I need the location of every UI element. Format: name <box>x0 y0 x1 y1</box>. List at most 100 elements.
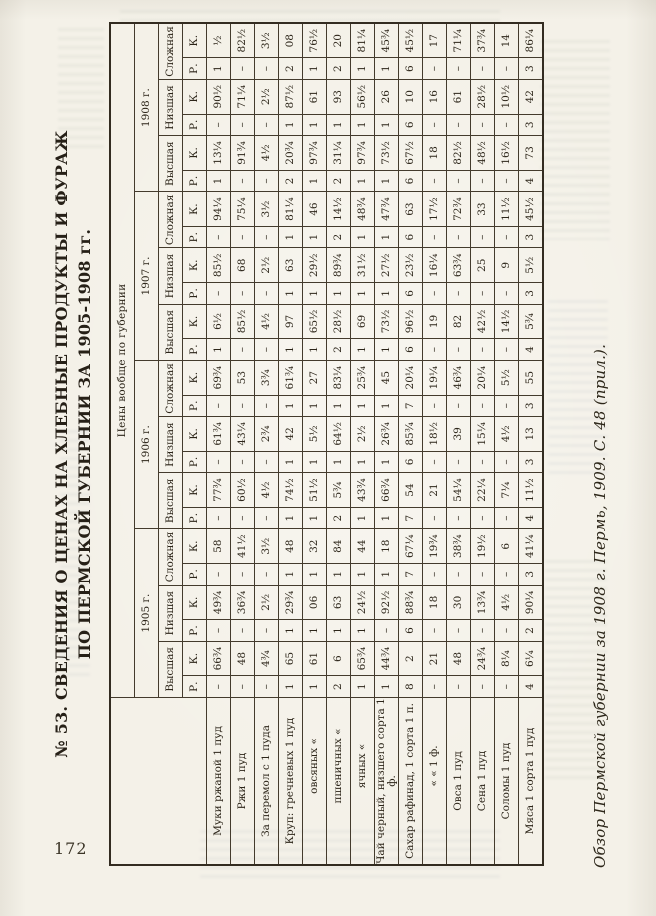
price-cell: 58 <box>206 528 231 564</box>
price-cell: 1 <box>302 338 327 361</box>
price-cell: – <box>374 619 399 642</box>
kop-header: К. <box>182 416 207 452</box>
price-cell: 3 <box>518 563 543 586</box>
price-cell: 08 <box>278 23 303 58</box>
price-cell: 21 <box>422 472 447 508</box>
price-cell: 54 <box>398 472 423 508</box>
price-cell: 18 <box>422 585 447 620</box>
price-cell: 1 <box>374 395 399 417</box>
year-header: 1908 г. <box>134 23 159 192</box>
price-cell: 91¾ <box>230 135 255 171</box>
price-cell: – <box>206 451 231 473</box>
price-cell: 9 <box>494 247 519 283</box>
price-cell: – <box>254 338 279 361</box>
price-cell: 69¾ <box>206 360 231 396</box>
price-cell: – <box>494 114 519 136</box>
row-label: Соломы 1 пуд <box>494 697 519 865</box>
price-cell: 31½ <box>350 247 375 283</box>
price-cell: – <box>470 451 495 473</box>
rub-header: Р. <box>182 226 207 248</box>
price-cell: 39 <box>446 416 471 452</box>
price-cell: 1 <box>350 563 375 586</box>
price-cell: 48 <box>278 528 303 564</box>
price-cell: 1 <box>326 563 351 586</box>
price-cell: 19 <box>422 304 447 339</box>
price-cell: 13¼ <box>206 135 231 171</box>
price-cell: 5½ <box>302 416 327 452</box>
price-cell: 45½ <box>518 191 543 227</box>
price-cell: 6 <box>398 619 423 642</box>
price-cell: – <box>494 282 519 305</box>
price-cell: 20¾ <box>278 135 303 171</box>
price-cell: 2 <box>326 57 351 80</box>
price-cell: 16¼ <box>422 247 447 283</box>
price-cell: 1 <box>278 507 303 529</box>
price-cell: 29½ <box>302 247 327 283</box>
price-cell: – <box>422 226 447 248</box>
price-cell: 1 <box>326 395 351 417</box>
price-cell: 87½ <box>278 79 303 115</box>
price-cell: 29¾ <box>278 585 303 620</box>
price-cell: – <box>230 57 255 80</box>
price-cell: – <box>446 451 471 473</box>
price-cell: 1 <box>206 57 231 80</box>
price-cell: 7 <box>398 563 423 586</box>
price-cell: 1 <box>278 451 303 473</box>
price-cell: 6 <box>398 114 423 136</box>
price-cell: 42 <box>278 416 303 452</box>
price-cell: 43¼ <box>230 416 255 452</box>
row-label: Ржи 1 пуд <box>230 697 255 865</box>
row-label: Чай черный, низшего сорта 1 ф. <box>374 697 399 865</box>
rub-header: Р. <box>182 675 207 698</box>
price-cell: 6 <box>494 528 519 564</box>
price-cell: 26¾ <box>374 416 399 452</box>
price-cell: 65 <box>278 641 303 676</box>
price-cell: 4½ <box>254 135 279 171</box>
price-cell: 65¾ <box>350 641 375 676</box>
price-cell: – <box>446 619 471 642</box>
price-cell: 16½ <box>494 135 519 171</box>
kop-header: К. <box>182 23 207 58</box>
price-cell: – <box>494 170 519 192</box>
price-type-header: Низшая <box>158 79 183 136</box>
price-cell: 1 <box>278 114 303 136</box>
year-header: 1905 г. <box>134 528 159 698</box>
price-cell: – <box>446 338 471 361</box>
price-cell: 1 <box>350 395 375 417</box>
price-cell: 1 <box>206 338 231 361</box>
price-cell: – <box>206 675 231 698</box>
price-cell: 55 <box>518 360 543 396</box>
price-cell: 1 <box>374 338 399 361</box>
price-cell: 60½ <box>230 472 255 508</box>
price-cell: – <box>470 395 495 417</box>
price-cell: 24¾ <box>470 641 495 676</box>
price-cell: 4½ <box>494 585 519 620</box>
kop-header: К. <box>182 641 207 676</box>
price-cell: 6 <box>326 641 351 676</box>
price-cell: – <box>470 170 495 192</box>
rub-header: Р. <box>182 507 207 529</box>
price-cell: 3½ <box>254 191 279 227</box>
price-cell: 2½ <box>254 585 279 620</box>
price-cell: ½ <box>206 23 231 58</box>
kop-header: К. <box>182 247 207 283</box>
price-cell: 28½ <box>326 304 351 339</box>
price-cell: 20 <box>326 23 351 58</box>
price-cell: – <box>422 57 447 80</box>
price-table-body: Цены вообще по губернии 1905 г. 1906 г. 19… <box>110 23 543 865</box>
price-cell: 66¾ <box>206 641 231 676</box>
price-cell: – <box>422 170 447 192</box>
price-cell: – <box>494 675 519 698</box>
price-cell: 1 <box>206 170 231 192</box>
price-cell: 18 <box>374 528 399 564</box>
price-cell: – <box>254 507 279 529</box>
price-cell: 84 <box>326 528 351 564</box>
price-cell: 1 <box>278 675 303 698</box>
price-cell: 13¾ <box>470 585 495 620</box>
price-cell: 18 <box>422 135 447 171</box>
price-cell: 63 <box>278 247 303 283</box>
price-cell: – <box>206 563 231 586</box>
price-cell: 1 <box>302 507 327 529</box>
price-cell: 73 <box>518 135 543 171</box>
table-row: Сена 1 пуд –24¾ –13¾ –19½ –22¼ –15¼ –20¼ –42½ –2… <box>470 23 495 865</box>
